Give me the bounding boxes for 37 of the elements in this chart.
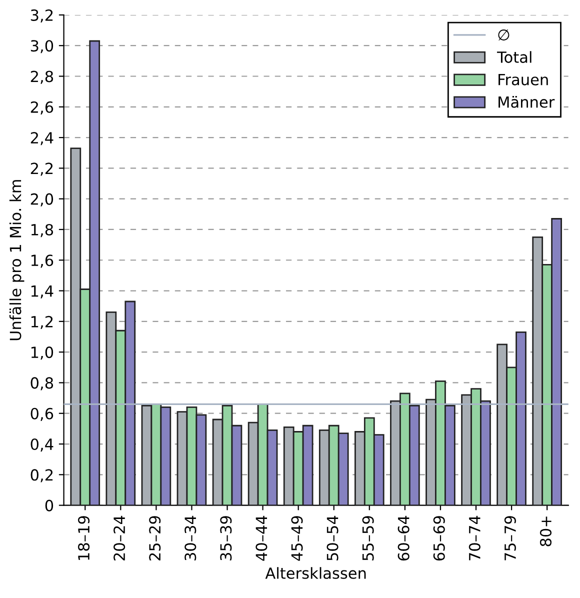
y-tick-label: 0,6 bbox=[30, 408, 54, 421]
y-tick-label: 2,6 bbox=[30, 101, 54, 114]
x-tick-label: 40–44 bbox=[256, 516, 268, 561]
y-tick-label: 0,8 bbox=[30, 377, 54, 390]
x-tick-label: 30–34 bbox=[184, 516, 196, 560]
x-tick-label: 75–79 bbox=[504, 516, 516, 560]
y-tick-label: 2,8 bbox=[30, 70, 54, 84]
x-tick-label: 60–64 bbox=[398, 516, 410, 560]
legend-label: Männer bbox=[498, 96, 555, 108]
y-tick-label: 1,6 bbox=[31, 254, 54, 268]
y-tick-label: 1,8 bbox=[31, 224, 54, 238]
y-tick-label: 0,4 bbox=[30, 438, 54, 452]
x-tick-label: 65–69 bbox=[433, 516, 445, 560]
y-tick-label: 3,2 bbox=[30, 9, 53, 23]
x-tick-label: 80+ bbox=[540, 516, 552, 546]
x-axis-title: Altersklassen bbox=[265, 567, 366, 579]
y-tick-label: 3,0 bbox=[30, 40, 54, 54]
x-tick-label: 20–24 bbox=[114, 516, 126, 560]
x-tick-label: 35–39 bbox=[220, 516, 232, 560]
y-tick-label: 1,0 bbox=[31, 346, 54, 360]
y-tick-label: 2,4 bbox=[30, 132, 54, 146]
y-tick-label: 0 bbox=[45, 500, 54, 512]
legend-label: Total bbox=[497, 51, 532, 63]
x-tick-label: 18–19 bbox=[78, 516, 90, 560]
y-tick-label: 1,2 bbox=[31, 316, 53, 330]
y-tick-label: 2,0 bbox=[30, 193, 54, 206]
x-tick-label: 55–59 bbox=[362, 516, 374, 560]
x-tick-label: 25–29 bbox=[149, 516, 161, 560]
y-tick-label: 1,4 bbox=[31, 285, 54, 298]
y-axis-title: Unfälle pro 1 Mio. km bbox=[9, 180, 24, 340]
x-tick-label: 50–54 bbox=[326, 516, 338, 560]
legend-label: Frauen bbox=[498, 74, 548, 86]
x-tick-label: 70–74 bbox=[468, 516, 480, 560]
x-tick-label: 45–49 bbox=[291, 516, 303, 561]
y-tick-label: 2,2 bbox=[30, 162, 53, 176]
legend-label: ∅ bbox=[498, 29, 510, 40]
y-tick-label: 0,2 bbox=[30, 469, 53, 482]
